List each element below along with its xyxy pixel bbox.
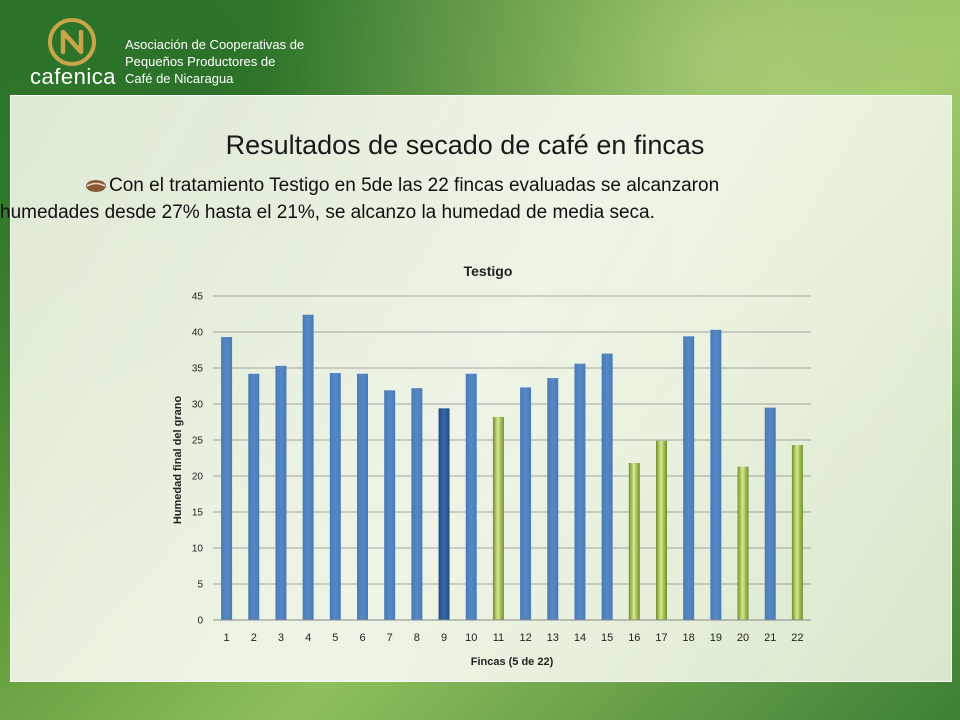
org-name-line: Asociación de Cooperativas de xyxy=(125,37,305,52)
x-tick-label: 1 xyxy=(224,632,230,644)
x-tick-label: 17 xyxy=(655,632,667,644)
bar-finca-18 xyxy=(683,336,695,620)
y-axis-label: Humedad final del grano xyxy=(172,396,184,525)
x-tick-label: 15 xyxy=(601,632,613,644)
coffee-bean-icon xyxy=(86,179,106,192)
x-axis-label: Fincas (5 de 22) xyxy=(471,656,554,668)
y-tick-label: 30 xyxy=(192,400,204,411)
slide-title: Resultados de secado de café en fincas xyxy=(225,130,705,160)
y-tick-label: 10 xyxy=(192,544,204,555)
bar-finca-12 xyxy=(520,387,532,620)
x-tick-label: 16 xyxy=(628,632,640,644)
bar-finca-21 xyxy=(764,407,776,620)
y-tick-label: 0 xyxy=(197,616,203,627)
x-tick-label: 20 xyxy=(737,632,749,644)
logo-text: cafenica xyxy=(30,64,116,89)
x-tick-label: 10 xyxy=(465,632,477,644)
y-tick-label: 40 xyxy=(192,328,204,339)
bar-finca-9 xyxy=(438,408,450,620)
x-tick-label: 19 xyxy=(710,632,722,644)
bar-finca-20 xyxy=(737,466,749,620)
bar-finca-15 xyxy=(601,353,613,620)
x-tick-label: 8 xyxy=(414,632,420,644)
x-tick-label: 21 xyxy=(764,632,776,644)
bullet-paragraph: Con el tratamiento Testigo en 5de las 22… xyxy=(0,172,885,226)
y-axis-ticks: 0 5 10 15 20 25 30 35 40 45 xyxy=(192,292,204,627)
bar-finca-19 xyxy=(710,329,722,620)
x-tick-label: 18 xyxy=(683,632,695,644)
bar-finca-10 xyxy=(465,373,477,620)
x-tick-label: 9 xyxy=(441,632,447,644)
bullet-line-1: Con el tratamiento Testigo en 5de las 22… xyxy=(85,172,885,199)
x-tick-label: 11 xyxy=(493,632,504,644)
bar-finca-14 xyxy=(574,363,586,620)
cafenica-logo-icon xyxy=(48,18,96,66)
y-tick-label: 25 xyxy=(192,436,204,447)
y-tick-label: 20 xyxy=(192,472,204,483)
x-tick-label: 7 xyxy=(387,632,393,644)
chart-title: Testigo xyxy=(464,263,513,279)
y-tick-label: 45 xyxy=(192,292,204,303)
y-tick-label: 5 xyxy=(197,580,203,591)
x-tick-label: 6 xyxy=(359,632,365,644)
bar-finca-1 xyxy=(221,337,233,620)
cafenica-logo: cafenica xyxy=(30,18,120,89)
x-tick-label: 12 xyxy=(519,632,531,644)
y-tick-label: 15 xyxy=(192,508,204,519)
bar-finca-8 xyxy=(411,388,423,620)
bar-finca-16 xyxy=(628,463,640,620)
x-tick-label: 14 xyxy=(574,632,586,644)
bar-finca-11 xyxy=(492,416,504,620)
x-tick-label: 3 xyxy=(278,632,284,644)
bar-finca-3 xyxy=(275,365,287,620)
organization-name: Asociación de Cooperativas de Pequeños P… xyxy=(125,36,345,87)
x-tick-label: 4 xyxy=(305,632,311,644)
y-tick-label: 35 xyxy=(192,364,204,375)
x-tick-label: 2 xyxy=(251,632,257,644)
bar-finca-2 xyxy=(248,373,260,620)
bullet-text-line-2: humedades desde 27% hasta el 21%, se alc… xyxy=(0,202,655,223)
x-tick-label: 13 xyxy=(547,632,559,644)
chart-bars xyxy=(221,314,803,620)
bar-finca-13 xyxy=(547,378,559,620)
org-name-line: Pequeños Productores de xyxy=(125,54,276,69)
x-axis-ticks: 1 2 3 4 5 6 7 8 9 10 11 12 13 14 15 16 17 18 19 20 21 22 xyxy=(224,632,804,644)
bar-finca-4 xyxy=(302,314,314,620)
bar-finca-17 xyxy=(656,440,667,620)
org-name-line: Café de Nicaragua xyxy=(125,71,234,86)
x-tick-label: 5 xyxy=(332,632,338,644)
x-tick-label: 22 xyxy=(791,632,803,644)
bar-finca-5 xyxy=(329,373,341,620)
bar-finca-22 xyxy=(791,445,803,620)
bar-finca-7 xyxy=(384,390,396,620)
bullet-text-line-1: Con el tratamiento Testigo en 5de las 22… xyxy=(109,175,720,196)
bar-finca-6 xyxy=(357,373,368,620)
